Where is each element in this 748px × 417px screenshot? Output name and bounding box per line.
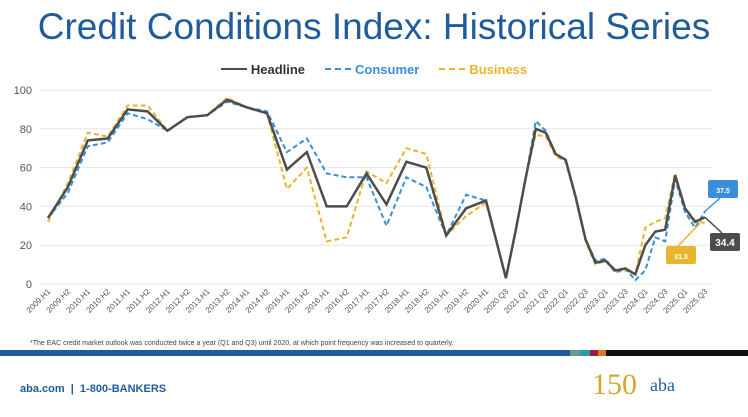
legend-swatch — [220, 68, 247, 70]
callout-label: 34.4 — [715, 238, 735, 249]
y-tick-label: 80 — [20, 124, 32, 136]
chart: 0204060801002009.H12009.H22010.H12010.H2… — [14, 85, 740, 315]
legend-label: Consumer — [355, 61, 420, 77]
page-title: Credit Conditions Index: Historical Seri… — [37, 6, 711, 47]
y-tick-label: 40 — [20, 201, 32, 213]
y-tick-label: 60 — [20, 163, 32, 175]
callout-headline: 34.4 — [704, 216, 740, 251]
color-bar-segment — [598, 350, 606, 356]
callout-consumer: 37.5 — [704, 180, 738, 212]
y-tick-label: 100 — [14, 85, 32, 97]
color-bar-segment — [580, 350, 590, 356]
legend-swatch — [439, 68, 466, 70]
legend-swatch — [325, 68, 352, 70]
brand-color-bar — [0, 350, 748, 356]
legend: Headline Consumer Business — [0, 58, 748, 77]
footnote: *The EAC credit market outlook was condu… — [30, 340, 454, 347]
legend-item-consumer: Consumer — [325, 62, 419, 77]
legend-label: Headline — [250, 61, 306, 77]
color-bar-segment — [0, 350, 570, 356]
callout-label: 31.3 — [674, 254, 688, 261]
series-line-headline — [46, 98, 706, 279]
color-bar-segment — [606, 350, 748, 356]
callout-business: 31.3 — [666, 222, 701, 264]
aba-logo: aba — [650, 375, 675, 395]
y-tick-label: 20 — [20, 240, 32, 252]
color-bar-segment — [570, 350, 580, 356]
aba-150-logo: 150 — [592, 368, 637, 401]
legend-item-business: Business — [439, 62, 527, 77]
legend-item-headline: Headline — [220, 61, 306, 77]
color-bar-segment — [590, 350, 598, 356]
y-tick-label: 0 — [26, 279, 32, 291]
legend-label: Business — [469, 61, 528, 77]
callout-label: 37.5 — [716, 188, 730, 195]
footer-contact[interactable]: aba.com | 1-800-BANKERS — [20, 383, 167, 395]
